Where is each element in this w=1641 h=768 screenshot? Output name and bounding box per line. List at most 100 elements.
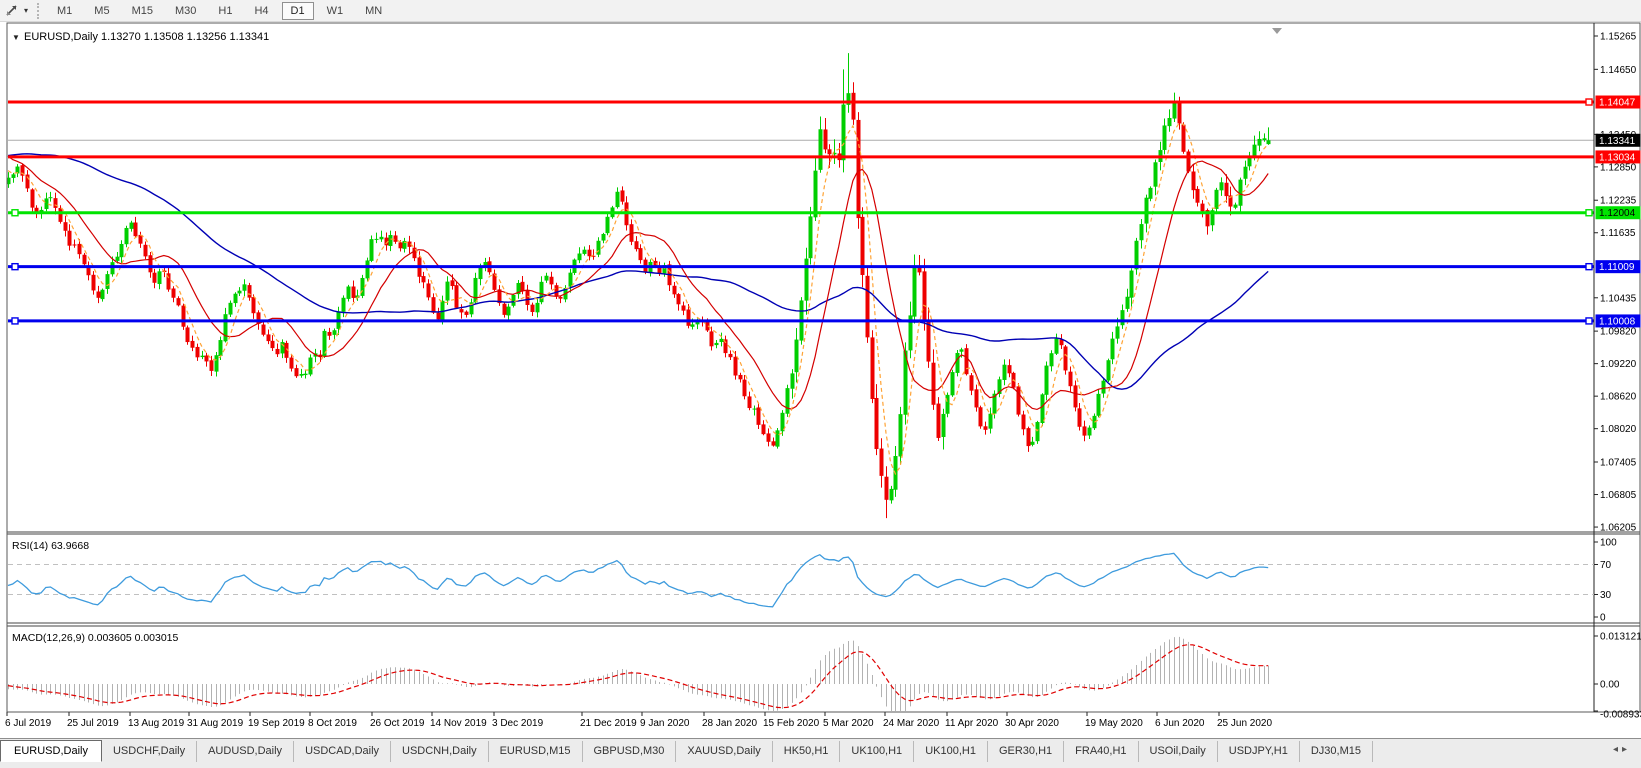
svg-text:1.06805: 1.06805 xyxy=(1600,490,1637,501)
chart-tab-usdjpy-h1[interactable]: USDJPY,H1 xyxy=(1218,741,1300,762)
svg-text:1.08620: 1.08620 xyxy=(1600,392,1637,403)
top-toolbar: ▾ M1 M5 M15 M30 H1 H4 D1 W1 MN xyxy=(0,0,1641,22)
svg-text:26 Oct 2019: 26 Oct 2019 xyxy=(370,718,425,729)
date-axis[interactable]: 6 Jul 2019 25 Jul 2019 13 Aug 2019 31 Aug 2… xyxy=(5,712,1272,729)
macd-panel: 0.013121 0.00 -0.008933 MACD(12,26,9) 0.003… xyxy=(7,632,1641,721)
level-handle[interactable] xyxy=(1585,98,1593,106)
level-price-label xyxy=(1595,314,1641,328)
panel-frames xyxy=(6,22,1641,713)
chart-tab-ger30-h1[interactable]: GER30,H1 xyxy=(988,741,1065,762)
tab-scroll-left[interactable]: ◂ xyxy=(1612,744,1622,755)
price-axis[interactable]: 1.152651.146501.134501.128501.122351.116… xyxy=(1594,32,1641,534)
svg-text:0.00: 0.00 xyxy=(1600,680,1620,691)
svg-text:1.12850: 1.12850 xyxy=(1600,162,1637,173)
svg-text:1.08020: 1.08020 xyxy=(1600,424,1637,435)
svg-text:0.013121: 0.013121 xyxy=(1600,632,1641,643)
cursor-tool-icon xyxy=(6,5,17,16)
chart-tab-usdchf-daily[interactable]: USDCHF,Daily xyxy=(102,741,198,762)
tab-scroll-arrows: ◂▸ xyxy=(1613,739,1641,755)
level-handle[interactable] xyxy=(11,209,19,217)
level-handle[interactable] xyxy=(11,262,19,271)
svg-text:30 Apr 2020: 30 Apr 2020 xyxy=(1005,718,1059,729)
level-handle[interactable] xyxy=(1585,317,1593,325)
chart-tab-hk50-h1[interactable]: HK50,H1 xyxy=(773,741,841,762)
chart-shift-marker[interactable] xyxy=(1272,28,1282,34)
level-handle[interactable] xyxy=(1585,262,1593,271)
svg-text:30: 30 xyxy=(1600,590,1612,601)
chart-tab-fra40-h1[interactable]: FRA40,H1 xyxy=(1064,741,1139,762)
chart-title: ▼ EURUSD,Daily 1.13270 1.13508 1.13256 1.… xyxy=(12,31,269,43)
toolbar-grip xyxy=(37,2,40,19)
chart-tab-usoil-daily[interactable]: USOil,Daily xyxy=(1139,741,1218,762)
svg-text:1.13034: 1.13034 xyxy=(1599,152,1636,163)
chart-tab-gbpusd-m30[interactable]: GBPUSD,M30 xyxy=(583,741,677,762)
svg-text:EURUSD,Daily 1.13270 1.13508: EURUSD,Daily 1.13270 1.13508 1.13256 1.1… xyxy=(24,31,269,43)
svg-text:8 Oct 2019: 8 Oct 2019 xyxy=(308,718,357,729)
chart-tab-usdcad-daily[interactable]: USDCAD,Daily xyxy=(294,741,392,762)
chart-tool-button[interactable]: ▾ xyxy=(0,3,32,18)
chart-tab-uk100-h1[interactable]: UK100,H1 xyxy=(914,741,988,762)
svg-text:13 Aug 2019: 13 Aug 2019 xyxy=(128,718,185,729)
chart-canvas[interactable]: 1.152651.146501.134501.128501.122351.116… xyxy=(0,22,1641,738)
timeframe-button-w1[interactable]: W1 xyxy=(326,4,344,17)
timeframe-button-d1[interactable]: D1 xyxy=(281,1,314,20)
chart-tab-eurusd-m15[interactable]: EURUSD,M15 xyxy=(489,741,583,762)
svg-text:1.09820: 1.09820 xyxy=(1600,327,1637,338)
timeframe-button-h4[interactable]: H4 xyxy=(254,4,269,17)
chart-tab-audusd-daily[interactable]: AUDUSD,Daily xyxy=(197,741,295,762)
chart-tab-bar: EURUSD,Daily USDCHF,Daily AUDUSD,Daily USDC… xyxy=(0,738,1641,768)
chart-tab-xauusd-daily[interactable]: XAUUSD,Daily xyxy=(676,741,773,762)
tab-scroll-right[interactable]: ▸ xyxy=(1621,744,1631,755)
current-price-label xyxy=(1595,133,1641,147)
timeframe-button-m1[interactable]: M1 xyxy=(57,4,73,17)
level-handle[interactable] xyxy=(1585,209,1593,217)
svg-text:-0.008933: -0.008933 xyxy=(1600,710,1641,721)
timeframe-buttons: M1 M5 M15 M30 H1 H4 D1 W1 MN xyxy=(46,1,393,20)
svg-text:11 Apr 2020: 11 Apr 2020 xyxy=(945,718,999,729)
horizontal-level-lines xyxy=(8,98,1594,325)
chart-tab-uk100-h1[interactable]: UK100,H1 xyxy=(840,741,915,762)
rsi-panel: 100 70 30 0 RSI(14) 63.9668 xyxy=(7,538,1617,624)
svg-text:1.11009: 1.11009 xyxy=(1599,262,1635,273)
svg-text:100: 100 xyxy=(1600,538,1617,549)
svg-text:28 Jan 2020: 28 Jan 2020 xyxy=(702,718,757,729)
svg-text:1.06205: 1.06205 xyxy=(1600,523,1637,534)
svg-text:25 Jun 2020: 25 Jun 2020 xyxy=(1217,718,1272,729)
chart-window[interactable]: 1.152651.146501.134501.128501.122351.116… xyxy=(0,22,1641,738)
svg-text:9 Jan 2020: 9 Jan 2020 xyxy=(640,718,690,729)
svg-text:70: 70 xyxy=(1600,560,1612,571)
svg-text:21 Dec 2019: 21 Dec 2019 xyxy=(580,718,637,729)
svg-text:19 Sep 2019: 19 Sep 2019 xyxy=(248,718,305,729)
level-price-label xyxy=(1595,260,1641,274)
svg-text:25 Jul 2019: 25 Jul 2019 xyxy=(67,718,119,729)
timeframe-button-m5[interactable]: M5 xyxy=(94,4,110,17)
candlesticks xyxy=(7,53,1271,519)
svg-text:0: 0 xyxy=(1600,613,1606,624)
level-price-label xyxy=(1595,206,1641,220)
svg-text:RSI(14) 63.9668: RSI(14) 63.9668 xyxy=(12,540,89,552)
chart-tabs: EURUSD,Daily USDCHF,Daily AUDUSD,Daily USDC… xyxy=(0,739,1373,762)
svg-text:1.10435: 1.10435 xyxy=(1600,293,1637,304)
svg-text:3 Dec 2019: 3 Dec 2019 xyxy=(492,718,544,729)
timeframe-button-h1[interactable]: H1 xyxy=(218,4,233,17)
level-handle[interactable] xyxy=(11,317,19,325)
svg-text:1.14650: 1.14650 xyxy=(1600,65,1637,76)
tool-dropdown-caret[interactable]: ▾ xyxy=(24,6,29,15)
moving-averages xyxy=(7,123,1269,476)
chart-background xyxy=(7,23,1640,712)
svg-text:1.12235: 1.12235 xyxy=(1600,196,1637,207)
chart-tab-usdcnh-daily[interactable]: USDCNH,Daily xyxy=(391,741,489,762)
timeframe-button-mn[interactable]: MN xyxy=(365,4,383,17)
level-price-label xyxy=(1595,150,1641,164)
chart-tab-dj30-m15[interactable]: DJ30,M15 xyxy=(1300,741,1373,762)
timeframe-button-m30[interactable]: M30 xyxy=(174,4,197,17)
svg-text:MACD(12,26,9) 0.003605 0.00301: MACD(12,26,9) 0.003605 0.003015 xyxy=(12,632,179,644)
svg-text:1.15265: 1.15265 xyxy=(1600,32,1637,43)
svg-text:1.12004: 1.12004 xyxy=(1599,208,1636,219)
svg-text:1.11635: 1.11635 xyxy=(1600,228,1636,239)
chart-tab-eurusd-daily[interactable]: EURUSD,Daily xyxy=(0,740,102,762)
timeframe-button-m15[interactable]: M15 xyxy=(131,4,153,17)
level-price-label xyxy=(1595,95,1641,109)
svg-text:1.09220: 1.09220 xyxy=(1600,359,1637,370)
svg-text:6 Jul 2019: 6 Jul 2019 xyxy=(5,718,52,729)
